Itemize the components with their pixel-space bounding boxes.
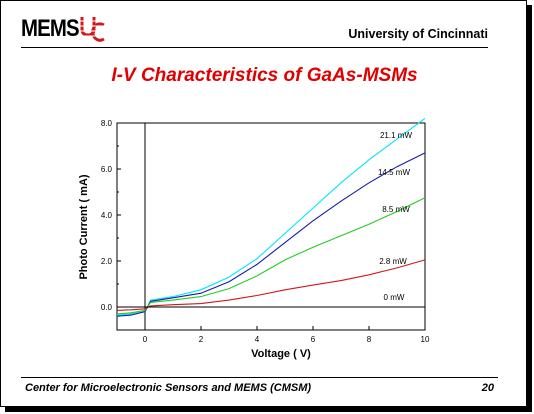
y-axis-label: Photo Current ( mA) — [78, 174, 90, 279]
x-tick-label: 6 — [311, 335, 316, 344]
footer-center-name: Center for Microelectronic Sensors and M… — [25, 382, 312, 394]
series-label-3: 2.8 mW — [379, 257, 407, 266]
slide: MEMS University of Cincinnati I-V Charac… — [0, 0, 527, 407]
uc-logo-icon — [79, 15, 105, 43]
x-tick-label: 4 — [255, 335, 260, 344]
x-tick-label: 10 — [421, 335, 430, 344]
footer-divider — [21, 377, 498, 378]
mems-logo: MEMS — [21, 15, 80, 42]
plot-area — [116, 122, 426, 331]
x-tick-label: 2 — [199, 335, 204, 344]
series-label-0: 21.1 mW — [380, 131, 412, 140]
iv-chart: 0 2 4 6 8 10 0.0 2.0 4.0 6.0 8.0 21.1 mW 14.5 mW 8.5… — [78, 117, 430, 360]
y-tick-label: 6.0 — [101, 165, 113, 174]
page-number: 20 — [481, 382, 494, 394]
y-tick-label: 4.0 — [101, 211, 113, 220]
series-line-2 — [116, 197, 426, 315]
x-tick-label: 8 — [367, 335, 372, 344]
y-tick-label: 2.0 — [101, 257, 113, 266]
series-label-1: 14.5 mW — [378, 168, 410, 177]
university-name: University of Cincinnati — [348, 27, 488, 41]
series-line-3 — [116, 259, 426, 311]
y-tick-label: 8.0 — [101, 119, 113, 128]
x-axis-label: Voltage ( V) — [251, 348, 311, 360]
series-label-2: 8.5 mW — [382, 205, 410, 214]
series-label-4: 0 mW — [384, 293, 405, 302]
x-tick-label: 0 — [143, 335, 148, 344]
header-divider — [21, 47, 488, 48]
y-tick-label: 0.0 — [101, 303, 113, 312]
slide-title: I-V Characteristics of GaAs-MSMs — [111, 65, 418, 86]
